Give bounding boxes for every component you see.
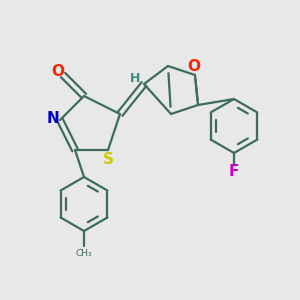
Text: S: S	[103, 152, 114, 166]
Text: CH₃: CH₃	[76, 249, 92, 258]
Text: N: N	[46, 111, 59, 126]
Text: F: F	[229, 164, 239, 179]
Text: O: O	[187, 59, 200, 74]
Text: O: O	[51, 64, 64, 80]
Text: H: H	[130, 71, 140, 85]
